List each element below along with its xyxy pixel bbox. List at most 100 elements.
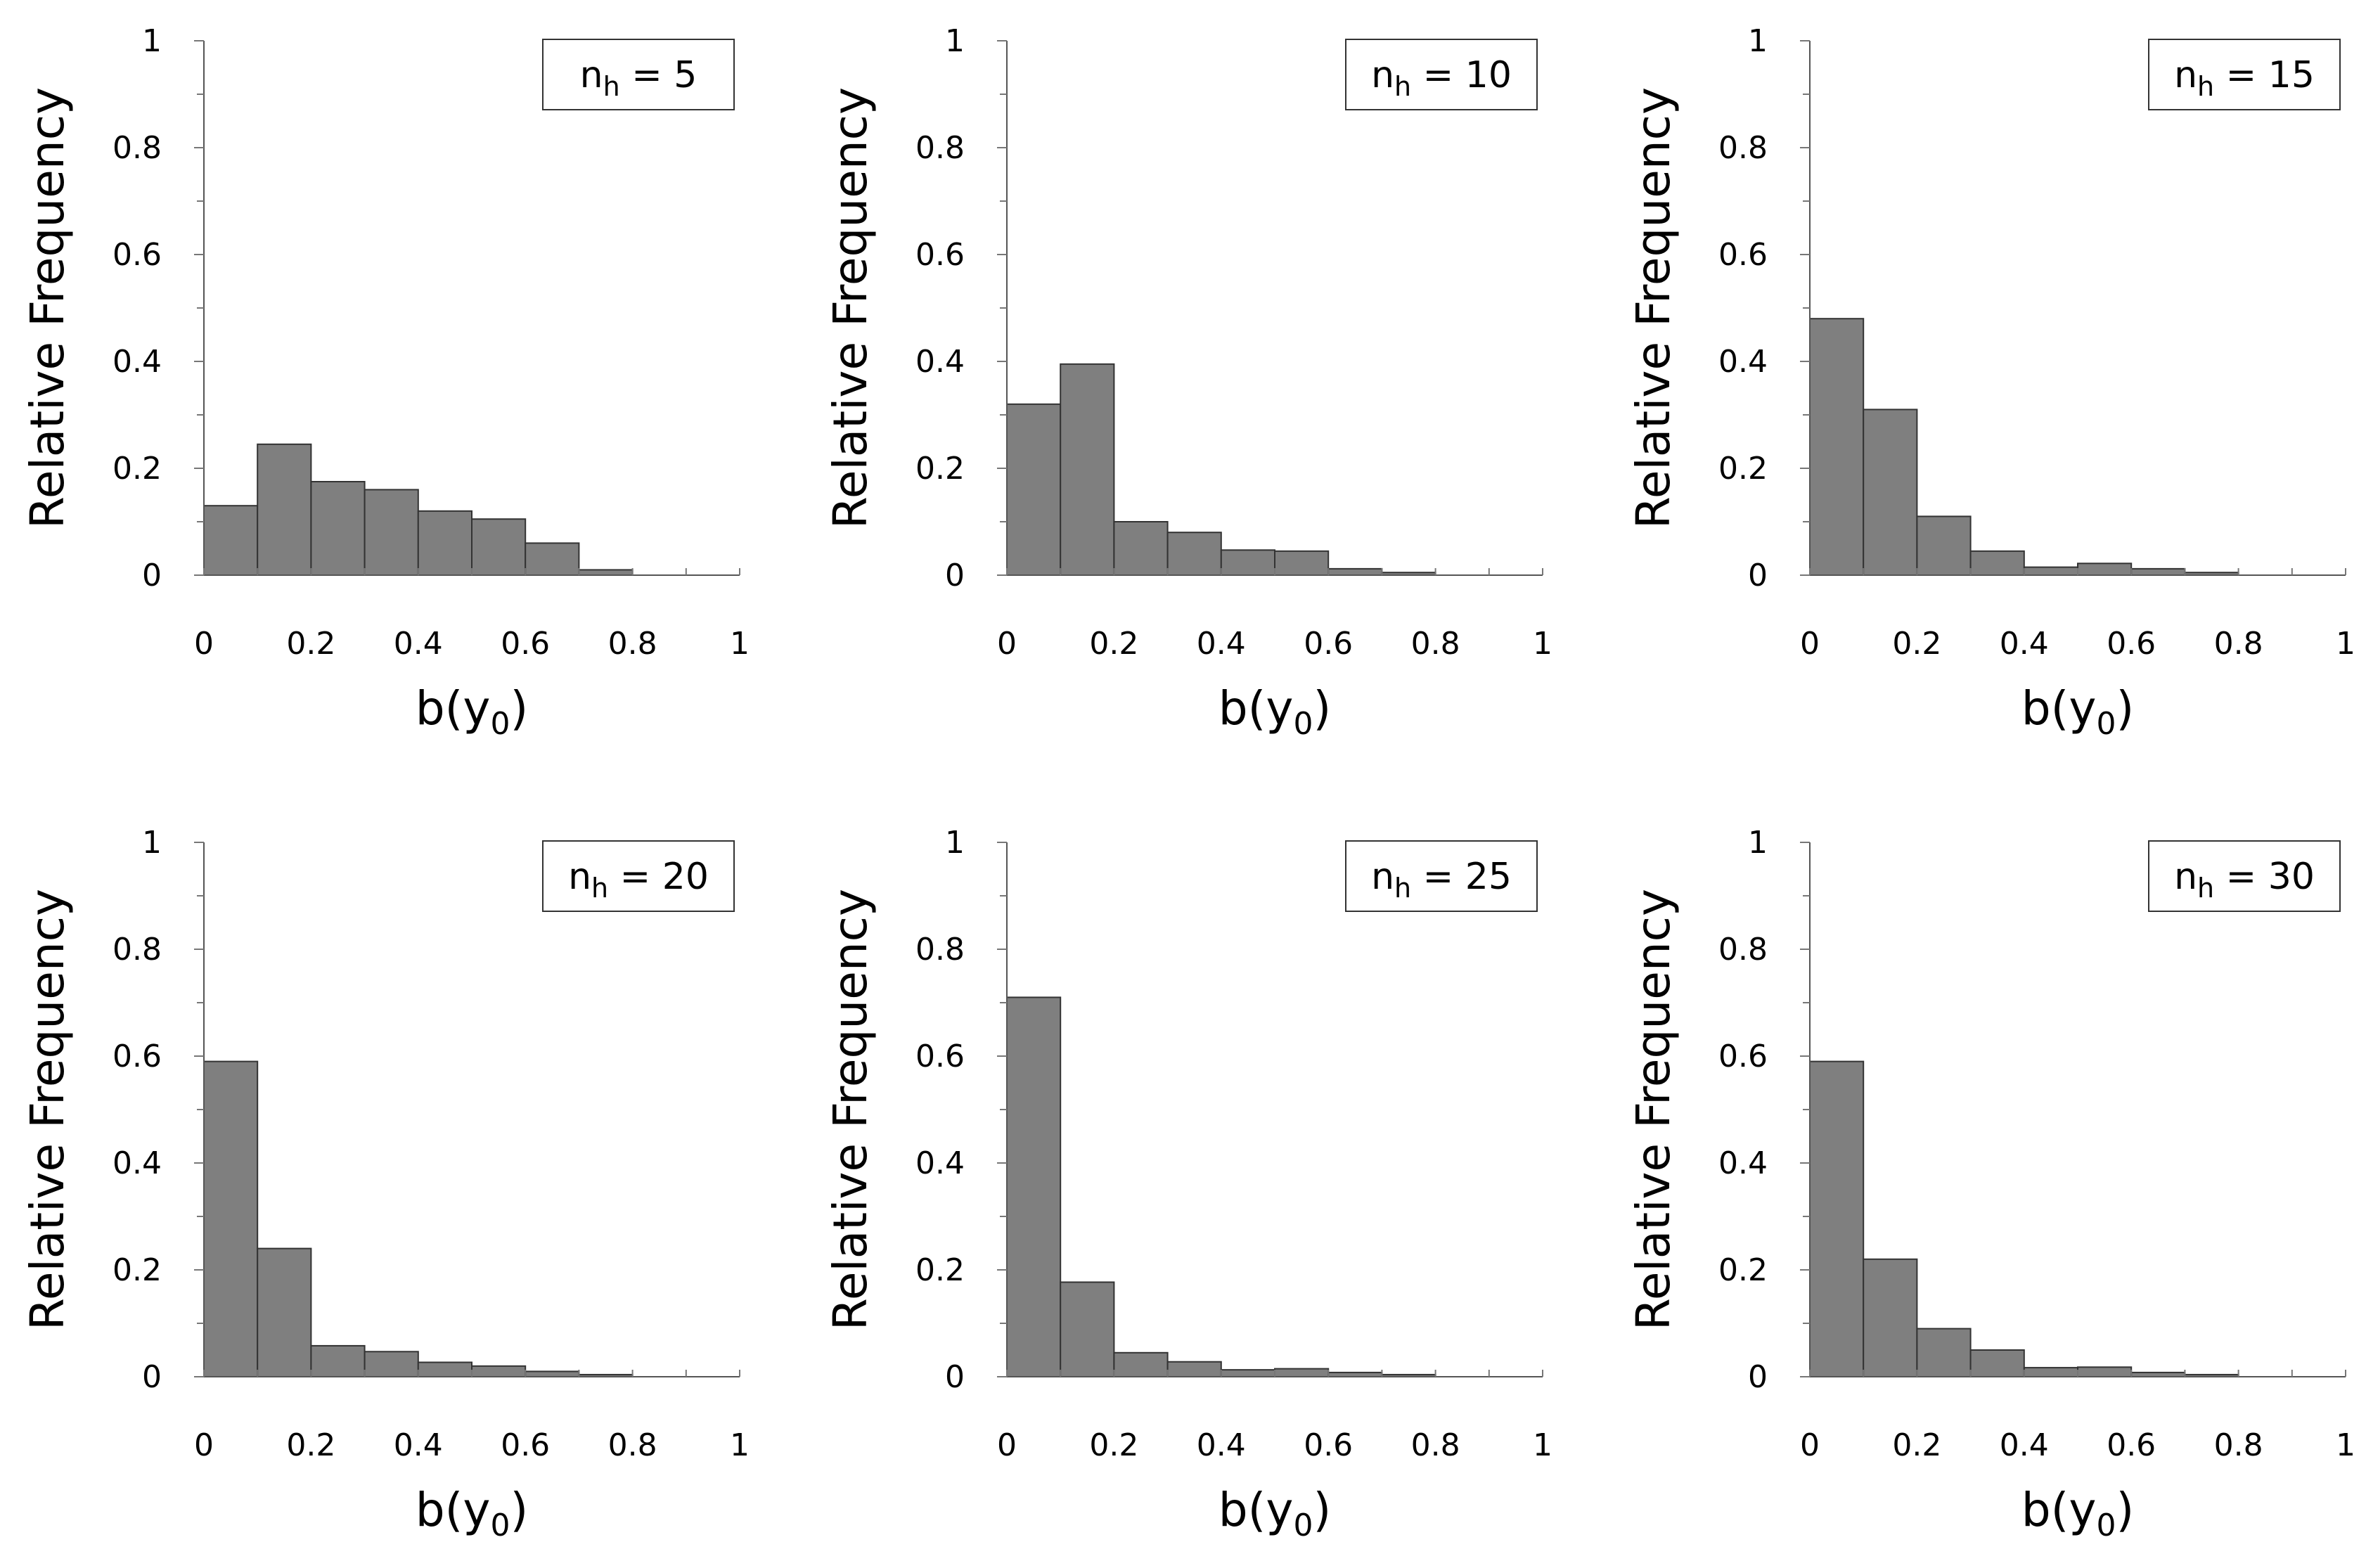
x-tick-label: 0.8: [1411, 1427, 1460, 1463]
histogram-bar: [364, 489, 419, 577]
histogram-bar: [525, 1370, 580, 1378]
x-axis-title: b(y0): [1219, 1483, 1331, 1543]
x-tick-label: 0.8: [608, 1427, 657, 1463]
histogram-bar: [1274, 550, 1330, 576]
y-axis-title: Relative Frequency: [1626, 87, 1680, 529]
y-tick-label: 0.6: [1718, 1039, 1768, 1074]
histogram-bar: [257, 443, 312, 576]
x-tick-label: 0.6: [501, 626, 550, 662]
x-tick-label: 1: [2336, 626, 2355, 662]
x-tick-label: 0.2: [286, 1427, 335, 1463]
y-tick-label: 0.4: [1718, 1145, 1768, 1181]
legend-box: [2148, 39, 2341, 110]
histogram-bar: [578, 569, 634, 577]
x-tick-label: 1: [730, 1427, 750, 1463]
legend-label: nh = 10: [1371, 54, 1512, 102]
x-tick-label: 1: [2336, 1427, 2355, 1463]
x-tick-label: 0.4: [394, 626, 443, 662]
histogram-bar: [1113, 1351, 1169, 1378]
histogram-bar: [417, 1361, 472, 1377]
histogram-bar: [2023, 1367, 2079, 1377]
y-tick-label: 0.4: [112, 344, 162, 380]
x-tick-label: 0.8: [2214, 626, 2263, 662]
x-axis-title: b(y0): [2021, 1483, 2134, 1543]
x-tick-label: 0: [1800, 626, 1820, 662]
histogram-bar: [1969, 1349, 2025, 1377]
x-tick-label: 0.8: [1411, 626, 1460, 662]
histogram-bar: [2023, 566, 2079, 576]
legend-label: nh = 15: [2174, 54, 2315, 102]
x-tick-label: 0.8: [608, 626, 657, 662]
y-tick-label: 0.6: [1718, 237, 1768, 273]
x-tick-label: 1: [1533, 1427, 1552, 1463]
x-tick-label: 0: [997, 1427, 1017, 1463]
x-axis-title: b(y0): [1219, 681, 1331, 742]
y-axis-title: Relative Frequency: [20, 87, 75, 529]
histogram-bar: [2077, 563, 2133, 577]
y-tick-label: 1: [1748, 23, 1768, 59]
histogram-bar: [203, 505, 259, 577]
x-tick-label: 0.4: [2000, 1427, 2049, 1463]
histogram-bar: [364, 1351, 419, 1378]
histogram-bar: [1863, 1258, 1918, 1378]
x-tick-label: 0.4: [1197, 1427, 1246, 1463]
y-tick-label: 0.6: [915, 237, 965, 273]
y-tick-label: 0.8: [112, 130, 162, 166]
y-tick-label: 0.2: [915, 451, 965, 487]
legend-box: [1345, 39, 1538, 110]
y-axis-title: Relative Frequency: [823, 889, 877, 1330]
histogram-panel-2: 0 0.2 0.4 0.6 0.8 1 0 0.2 0.4 0.6 0.8 1 b(y0) Relativ…: [823, 23, 1552, 742]
y-tick-label: 0.4: [915, 1145, 965, 1181]
x-tick-label: 0.2: [286, 626, 335, 662]
y-tick-label: 1: [945, 825, 965, 861]
histogram-bar: [257, 1247, 312, 1377]
y-tick-label: 0.2: [112, 1252, 162, 1288]
legend-box: [542, 840, 735, 912]
histogram-bar: [2077, 1366, 2133, 1377]
histogram-bar: [1060, 363, 1115, 576]
histogram-bar: [1060, 1281, 1115, 1377]
y-tick-label: 0: [142, 558, 162, 593]
legend-box: [542, 39, 735, 110]
x-tick-label: 0.2: [1892, 626, 1941, 662]
y-tick-label: 0.2: [1718, 451, 1768, 487]
histogram-panel-3: 0 0.2 0.4 0.6 0.8 1 0 0.2 0.4 0.6 0.8 1 b(y0) Relativ…: [1626, 23, 2355, 742]
histogram-panel-1: 0 0.2 0.4 0.6 0.8 1 0 0.2 0.4 0.6 0.8 1 b(y0) Relativ…: [20, 23, 750, 742]
histogram-bar: [310, 481, 366, 576]
y-axis-title: Relative Frequency: [1626, 889, 1680, 1330]
y-tick-label: 0.8: [915, 932, 965, 968]
histogram-bar: [471, 1365, 527, 1378]
y-tick-label: 0.4: [1718, 344, 1768, 380]
legend-label: nh = 30: [2174, 856, 2315, 904]
histogram-bar: [525, 542, 580, 577]
histogram-bar: [1809, 1060, 1865, 1377]
x-tick-label: 0.4: [394, 1427, 443, 1463]
y-tick-label: 0.8: [1718, 932, 1768, 968]
legend-box: [1345, 840, 1538, 912]
x-tick-label: 0.8: [2214, 1427, 2263, 1463]
y-tick-label: 1: [945, 23, 965, 59]
y-tick-label: 0: [142, 1359, 162, 1395]
x-axis-title: b(y0): [416, 1483, 528, 1543]
x-tick-label: 0: [194, 626, 214, 662]
x-tick-label: 0.4: [2000, 626, 2049, 662]
histogram-bar: [2130, 567, 2186, 577]
histogram-bar: [1916, 515, 1972, 577]
y-tick-label: 0.8: [915, 130, 965, 166]
legend-label: nh = 20: [568, 856, 709, 904]
y-tick-label: 1: [142, 825, 162, 861]
x-tick-label: 1: [1533, 626, 1552, 662]
x-tick-label: 0.2: [1089, 626, 1138, 662]
histogram-panel-5: 0 0.2 0.4 0.6 0.8 1 0 0.2 0.4 0.6 0.8 1 b(y0) Relativ…: [823, 825, 1552, 1543]
y-axis-title: Relative Frequency: [20, 889, 75, 1330]
x-tick-label: 0.2: [1089, 1427, 1138, 1463]
x-tick-label: 0: [1800, 1427, 1820, 1463]
x-tick-label: 0: [194, 1427, 214, 1463]
x-axis-title: b(y0): [2021, 681, 2134, 742]
y-tick-label: 0: [945, 558, 965, 593]
x-tick-label: 0.6: [1304, 626, 1353, 662]
y-tick-label: 0.8: [112, 932, 162, 968]
histogram-bar: [1969, 550, 2025, 576]
histogram-bar: [417, 510, 472, 576]
